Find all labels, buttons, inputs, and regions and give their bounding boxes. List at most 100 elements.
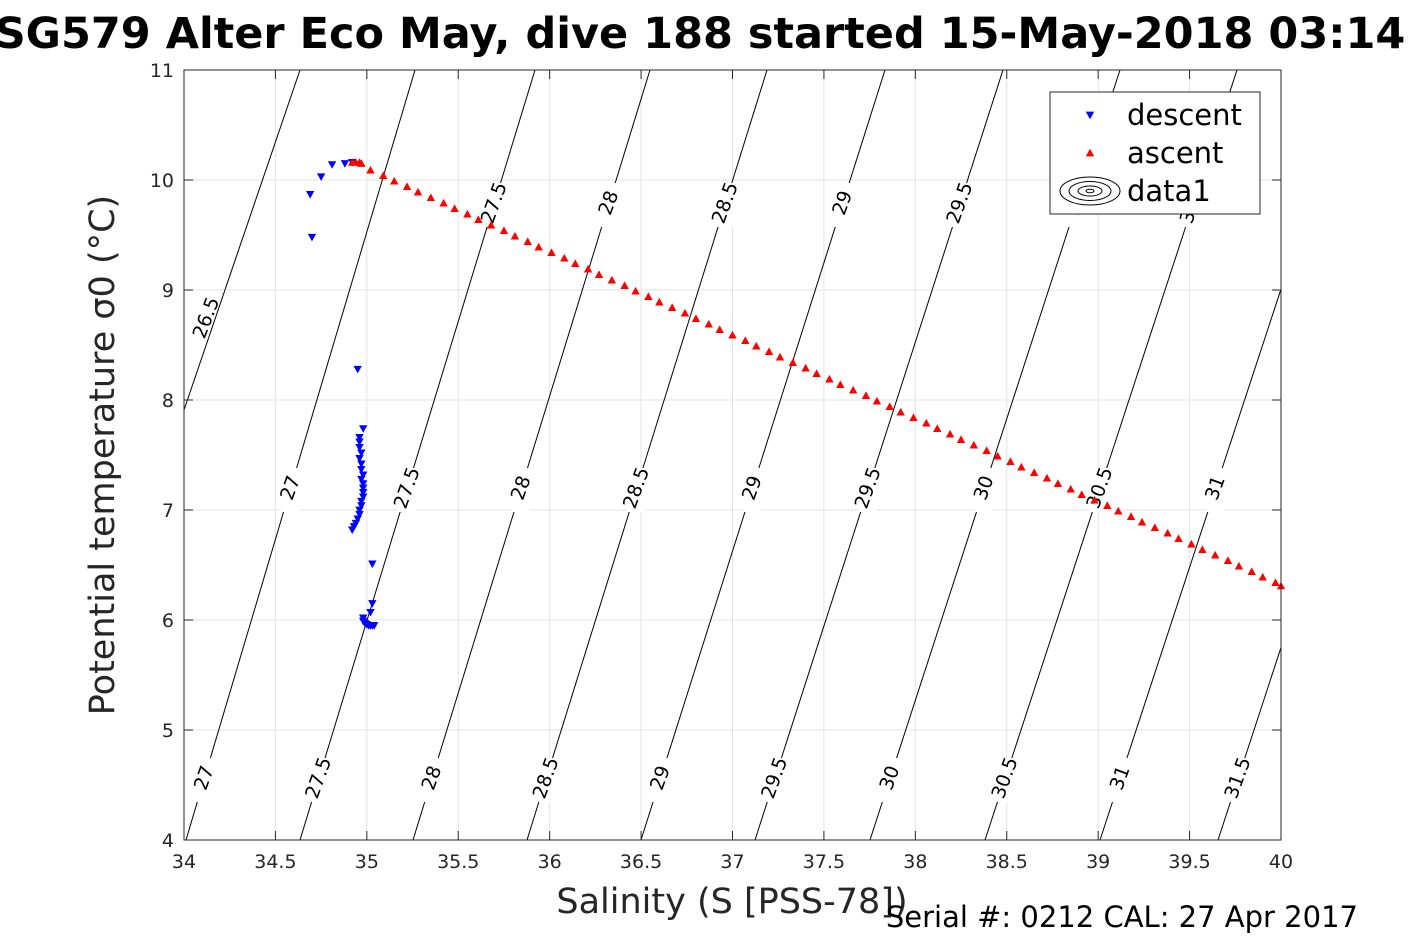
descent-point — [316, 173, 326, 181]
x-tick-label: 38 — [903, 851, 927, 873]
isopycnal-label-bg — [974, 468, 993, 512]
ascent-point — [848, 385, 858, 394]
ascent-point — [439, 198, 448, 207]
descent-point — [369, 622, 379, 630]
isopycnal-label-bg — [1228, 758, 1247, 802]
descent-point — [358, 425, 368, 433]
isopycnal-label-bg — [309, 758, 328, 802]
ascent-point — [620, 281, 629, 289]
y-tick-label: 4 — [162, 830, 174, 852]
ascent-point — [1053, 479, 1063, 487]
ascent-point — [547, 248, 556, 256]
legend-contour-icon — [1077, 185, 1103, 197]
isopycnal-label-bg — [1206, 468, 1224, 512]
legend-contour-icon — [1059, 176, 1121, 206]
descent-point — [355, 438, 364, 446]
ascent-point — [752, 341, 761, 350]
ascent-point — [704, 319, 713, 328]
isopycnal-label-bg — [995, 758, 1014, 802]
ascent-point — [1042, 473, 1052, 482]
descent-point — [357, 460, 366, 468]
ascent-point — [379, 171, 388, 179]
ascent-point — [933, 424, 942, 432]
isopycnal-label-bg — [651, 758, 670, 802]
descent-point — [368, 560, 377, 569]
x-axis-label: Salinity (S [PSS-78]) — [556, 882, 907, 922]
ascent-point — [1210, 550, 1220, 559]
descent-point — [358, 480, 368, 488]
ascent-point — [402, 182, 412, 190]
ascent-point — [644, 292, 653, 300]
y-tick-label: 6 — [162, 610, 174, 632]
descent-point — [327, 161, 337, 169]
ascent-point — [741, 336, 750, 344]
descent-point — [355, 506, 364, 515]
x-tick-label: 39.5 — [1168, 851, 1210, 873]
ascent-point — [1103, 501, 1112, 509]
isopycnal-label-bg — [715, 183, 734, 227]
descent-point — [355, 434, 364, 442]
descent-point — [355, 511, 364, 519]
ascent-point — [1258, 572, 1267, 581]
ascent-point — [607, 275, 617, 284]
descent-point — [357, 497, 366, 506]
legend: descent ascent data1 — [1049, 91, 1261, 215]
ascent-point — [474, 215, 483, 223]
ascent-point — [413, 187, 423, 196]
x-tick-label: 36 — [538, 851, 562, 873]
legend-contour-icon — [1085, 188, 1095, 194]
x-tick-label: 38.5 — [986, 851, 1028, 873]
y-tick-label: 8 — [162, 390, 174, 412]
x-tick-label: 40 — [1269, 851, 1293, 873]
axis-ticks: 34 34.5 35 35.5 36 36.5 37 37.5 38 38.5 39 39.5 40 4 5… — [150, 60, 1293, 873]
x-tick-label: 37 — [720, 851, 744, 873]
ascent-point — [450, 204, 459, 212]
descent-point — [358, 489, 368, 497]
ascent-point — [945, 429, 955, 438]
ascent-point — [1029, 468, 1039, 476]
isopycnal-label-bg — [1110, 758, 1129, 802]
ascent-point — [872, 396, 882, 405]
descent-point — [305, 190, 315, 199]
x-tick-label: 36.5 — [620, 851, 662, 873]
x-tick-label: 34.5 — [254, 851, 296, 873]
chart-title: SG579 Alter Eco May, dive 188 started 15… — [0, 9, 1405, 59]
legend-box — [1049, 91, 1261, 215]
ascent-point — [691, 314, 701, 322]
y-tick-label: 5 — [162, 720, 174, 742]
ascent-point — [510, 231, 520, 240]
ascent-point — [560, 253, 569, 262]
descent-point — [355, 454, 364, 463]
ascent-point — [1077, 490, 1086, 498]
isopycnal-label-bg — [511, 468, 530, 512]
isopycnal-label-bg — [880, 758, 899, 802]
ascent-point — [801, 363, 810, 372]
legend-ascent-marker — [1085, 148, 1095, 157]
ascent-point — [366, 165, 375, 174]
ascent-point — [836, 380, 845, 388]
isopycnal-label-bg — [422, 758, 441, 802]
ascent-point — [463, 209, 472, 218]
isopycnal-label-bg — [397, 468, 416, 512]
descent-point — [355, 443, 364, 452]
ascent-point — [1174, 534, 1183, 542]
descent-point — [358, 493, 368, 501]
ascent-point — [896, 407, 905, 416]
ascent-point — [764, 347, 774, 355]
ascent-point — [715, 325, 724, 333]
serial-calibration-text: Serial #: 0212 CAL: 27 Apr 2017 — [886, 900, 1358, 934]
ascent-point — [728, 330, 737, 339]
ascent-point — [1066, 484, 1075, 493]
ascent-point — [390, 176, 399, 185]
ascent-point — [922, 418, 931, 427]
descent-point — [358, 471, 368, 479]
y-tick-label: 9 — [162, 280, 174, 302]
isopycnal-label-bg — [536, 758, 555, 802]
ascent-point — [631, 286, 640, 295]
ascent-point — [583, 264, 593, 273]
ascent-point — [1247, 567, 1256, 575]
ascent-point — [571, 259, 580, 267]
descent-point — [353, 365, 362, 374]
isopycnal-label-bg — [765, 758, 784, 802]
